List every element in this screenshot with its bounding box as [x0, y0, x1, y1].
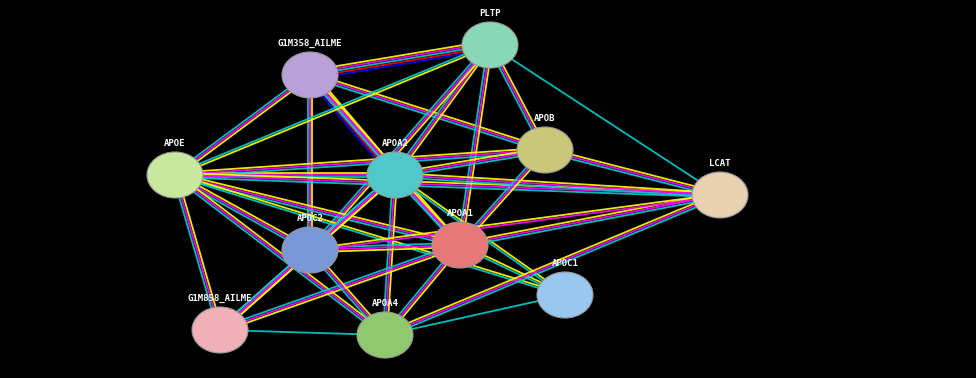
Text: G1M358_AILME: G1M358_AILME — [278, 39, 343, 48]
Ellipse shape — [462, 22, 518, 68]
Ellipse shape — [537, 272, 593, 318]
Ellipse shape — [282, 227, 338, 273]
Ellipse shape — [367, 152, 423, 198]
Text: APOA2: APOA2 — [382, 139, 408, 148]
Ellipse shape — [192, 307, 248, 353]
Text: APOB: APOB — [534, 114, 555, 123]
Ellipse shape — [432, 222, 488, 268]
Text: APOA4: APOA4 — [372, 299, 398, 308]
Text: LCAT: LCAT — [710, 159, 731, 168]
Text: APOE: APOE — [164, 139, 185, 148]
Ellipse shape — [282, 52, 338, 98]
Ellipse shape — [517, 127, 573, 173]
Text: PLTP: PLTP — [479, 9, 501, 18]
Text: APOC1: APOC1 — [551, 259, 579, 268]
Ellipse shape — [147, 152, 203, 198]
Text: APOA1: APOA1 — [447, 209, 473, 218]
Ellipse shape — [692, 172, 748, 218]
Ellipse shape — [357, 312, 413, 358]
Text: APOC2: APOC2 — [297, 214, 323, 223]
Text: G1M858_AILME: G1M858_AILME — [187, 294, 252, 303]
